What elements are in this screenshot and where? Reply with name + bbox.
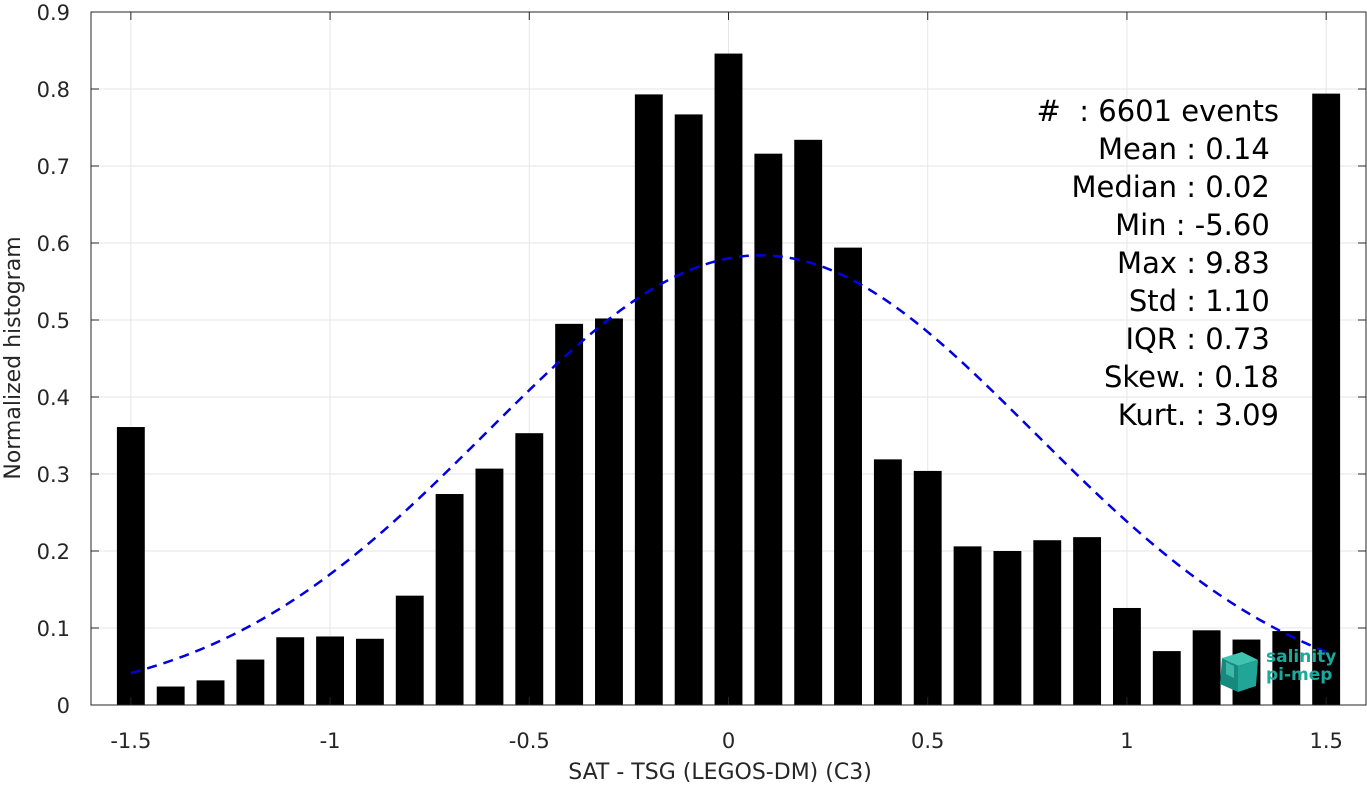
histogram-bars (116, 53, 1341, 706)
y-tick-label: 0.7 (37, 155, 70, 179)
histogram-bar (355, 638, 384, 705)
stat-mean: Mean : 0.14 (1097, 132, 1279, 166)
x-tick-label: -1 (320, 729, 341, 753)
histogram-bar (1152, 651, 1181, 705)
logo-line-1: salinity (1266, 647, 1337, 667)
histogram-bar (1192, 630, 1221, 705)
stat-min: Min : -5.60 (1115, 208, 1279, 242)
histogram-bar (834, 247, 862, 705)
histogram-bar (515, 433, 544, 705)
histogram-bar (236, 659, 265, 705)
axis-ticks (91, 11, 1366, 706)
histogram-bar (276, 637, 305, 705)
stat-median: Median : 0.02 (1071, 170, 1279, 204)
cube-logo-icon (1220, 652, 1258, 692)
y-tick-label: 0.6 (37, 232, 70, 256)
y-tick-label: 0 (57, 694, 70, 718)
stat-iqr: IQR : 0.73 (1125, 322, 1279, 356)
histogram-bar (1073, 537, 1102, 705)
histogram-bar (316, 636, 345, 705)
stat-count: # : 6601 events (1036, 94, 1279, 128)
y-axis-label: Normalized histogram (1, 236, 26, 479)
histogram-bar (1033, 540, 1062, 705)
histogram-bar (873, 459, 902, 705)
histogram-bar (555, 323, 584, 705)
histogram-bar (435, 494, 464, 705)
histogram-bar (674, 114, 703, 705)
histogram-bar (1112, 607, 1141, 705)
gaussian-fit-curve (130, 254, 1327, 675)
y-tick-label: 0.9 (37, 1, 70, 25)
y-tick-label: 0.3 (37, 463, 70, 487)
stat-skew: Skew. : 0.18 (1103, 360, 1279, 394)
salinity-pi-mep-logo: salinity pi-mep (1216, 646, 1346, 696)
stat-max: Max : 9.83 (1117, 246, 1279, 280)
x-tick-label: 0 (722, 729, 735, 753)
stat-std: Std : 1.10 (1128, 284, 1279, 318)
histogram-bar (634, 94, 663, 705)
histogram-bar (116, 427, 145, 705)
histogram-bar (1312, 93, 1341, 706)
histogram-bar (395, 595, 424, 705)
y-tick-label: 0.1 (37, 617, 70, 641)
histogram-bar (913, 470, 942, 705)
histogram-bar (953, 546, 982, 705)
stat-kurt: Kurt. : 3.09 (1117, 398, 1279, 432)
y-tick-label: 0.8 (37, 78, 70, 102)
histogram-bar (595, 318, 623, 705)
logo-line-2: pi-mep (1266, 665, 1333, 685)
y-tick-labels: 0 0.1 0.2 0.3 0.4 0.5 0.6 0.7 0.8 0.9 (37, 1, 70, 718)
histogram-bar (475, 468, 504, 705)
y-tick-label: 0.4 (37, 386, 70, 410)
histogram-bar (714, 53, 743, 705)
x-tick-label: -0.5 (509, 729, 550, 753)
histogram-bar (754, 153, 783, 705)
y-tick-label: 0.2 (37, 540, 70, 564)
x-tick-label: -1.5 (110, 729, 151, 753)
histogram-bar (156, 686, 185, 705)
histogram-bar (794, 139, 823, 705)
histogram-bar (993, 551, 1022, 705)
x-tick-label: 1.5 (1309, 729, 1342, 753)
x-tick-label: 0.5 (911, 729, 944, 753)
x-tick-label: 1 (1120, 729, 1133, 753)
y-tick-label: 0.5 (37, 309, 70, 333)
histogram-bar (196, 680, 225, 705)
statistics-box: # : 6601 events Mean : 0.14 Median : 0.0… (1037, 92, 1279, 434)
x-tick-labels: -1.5 -1 -0.5 0 0.5 1 1.5 (110, 729, 1343, 753)
x-axis-label: SAT - TSG (LEGOS-DM) (C3) (568, 760, 872, 785)
histogram-bar (1272, 631, 1301, 705)
